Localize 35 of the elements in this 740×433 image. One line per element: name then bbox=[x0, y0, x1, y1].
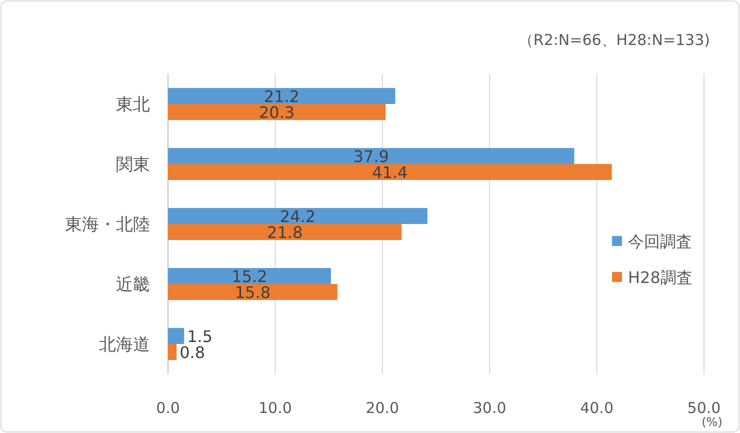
chart-subtitle: （R2:N=66、H28:N=133) bbox=[518, 31, 710, 49]
bar bbox=[168, 208, 428, 224]
x-tick-label: 10.0 bbox=[258, 399, 292, 417]
x-tick-label: 30.0 bbox=[472, 399, 506, 417]
bar bbox=[168, 224, 402, 240]
bar bbox=[168, 268, 331, 284]
bar bbox=[168, 88, 396, 104]
y-tick-label: 北海道 bbox=[99, 335, 150, 355]
x-tick-label: 0.0 bbox=[156, 399, 180, 417]
x-tick-label: 40.0 bbox=[580, 399, 614, 417]
x-tick-label: 20.0 bbox=[366, 399, 400, 417]
x-tick-label: 50.0 bbox=[687, 399, 721, 417]
bar bbox=[168, 344, 177, 360]
bar bbox=[168, 164, 612, 180]
legend-label: 今回調査 bbox=[628, 232, 692, 251]
data-label: 41.4 bbox=[372, 163, 408, 182]
y-tick-label: 東北 bbox=[116, 95, 150, 115]
data-label: 21.2 bbox=[264, 87, 300, 106]
y-tick-label: 東海・北陸 bbox=[65, 215, 150, 235]
bar bbox=[168, 284, 338, 300]
data-label: 1.5 bbox=[187, 327, 213, 346]
data-label: 37.9 bbox=[353, 147, 389, 166]
data-label: 21.8 bbox=[267, 223, 303, 242]
data-label: 24.2 bbox=[280, 207, 316, 226]
legend-label: H28調査 bbox=[628, 268, 692, 287]
data-label: 20.3 bbox=[258, 103, 295, 122]
bar bbox=[168, 104, 386, 120]
y-tick-label: 関東 bbox=[116, 155, 150, 175]
bar bbox=[168, 148, 574, 164]
y-tick-label: 近畿 bbox=[116, 275, 150, 295]
bar bbox=[168, 328, 184, 344]
x-axis-title: (%) bbox=[702, 415, 722, 429]
data-label: 15.8 bbox=[234, 283, 270, 302]
data-label: 15.2 bbox=[232, 267, 268, 286]
data-label: 0.8 bbox=[180, 343, 206, 362]
